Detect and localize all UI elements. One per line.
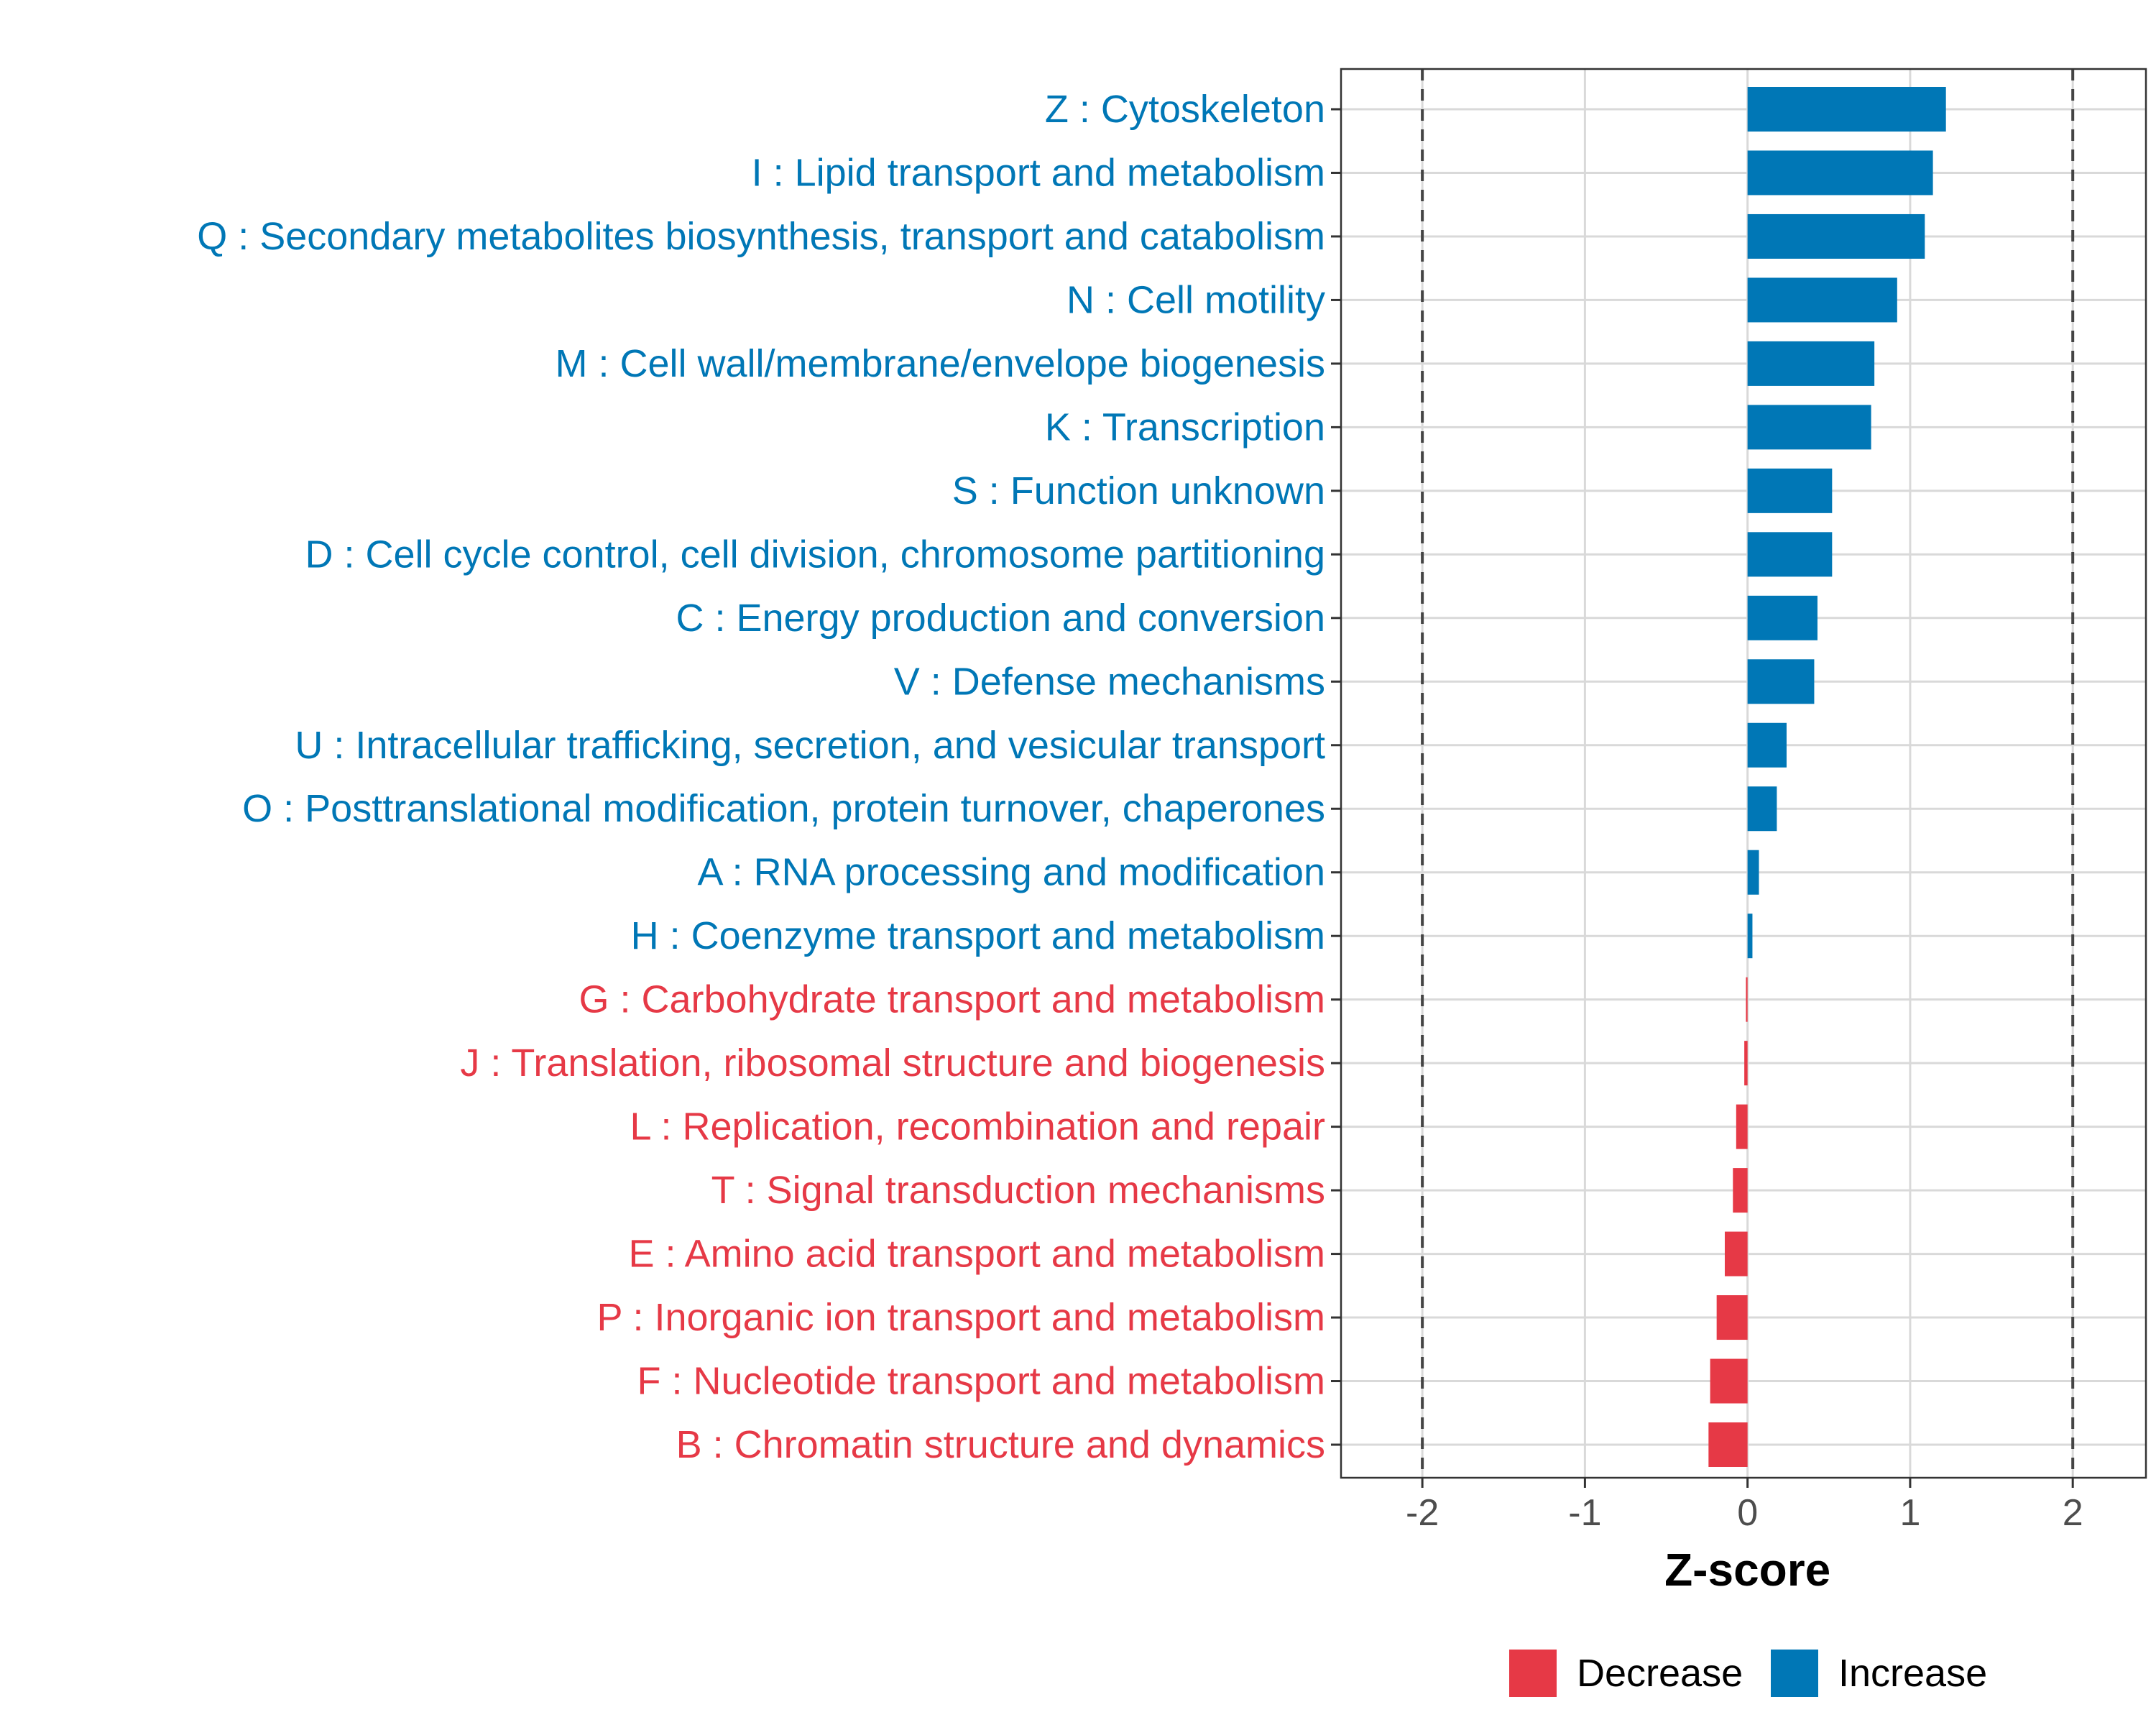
- legend-label: Increase: [1838, 1652, 1987, 1695]
- y-tick-label: O : Posttranslational modification, prot…: [242, 787, 1325, 830]
- y-tick-label: E : Amino acid transport and metabolism: [629, 1233, 1325, 1276]
- bar: [1747, 468, 1833, 513]
- y-tick-label: Q : Secondary metabolites biosynthesis, …: [197, 215, 1325, 258]
- legend: Decrease Increase: [1509, 1650, 1987, 1697]
- y-tick-label: K : Transcription: [1045, 405, 1325, 448]
- reference-lines: [1421, 69, 2075, 1478]
- bar: [1744, 1041, 1748, 1086]
- x-tick-label: 1: [1899, 1492, 1920, 1534]
- bar: [1747, 659, 1815, 704]
- y-tick-label: D : Cell cycle control, cell division, c…: [305, 533, 1325, 576]
- plot-border: [1340, 68, 2147, 1479]
- bar: [1747, 150, 1933, 196]
- bar: [1747, 87, 1946, 132]
- x-axis-title: Z-score: [1664, 1544, 1830, 1596]
- y-tick-label: B : Chromatin structure and dynamics: [676, 1423, 1325, 1466]
- bars: [1708, 87, 1946, 1467]
- y-axis: Z : Cytoskeleton I : Lipid transport and …: [197, 88, 1341, 1466]
- y-tick-label: S : Function unknown: [952, 469, 1325, 512]
- y-tick-label: A : RNA processing and modification: [698, 851, 1325, 894]
- x-tick-label: -1: [1568, 1492, 1601, 1534]
- y-tick-label: G : Carbohydrate transport and metabolis…: [579, 978, 1326, 1021]
- y-tick-label: V : Defense mechanisms: [894, 660, 1325, 703]
- bar: [1736, 1104, 1748, 1149]
- x-tick-label: -2: [1406, 1492, 1439, 1534]
- y-tick-label: U : Intracellular trafficking, secretion…: [295, 724, 1325, 767]
- bar: [1708, 1422, 1748, 1467]
- y-tick-label: J : Translation, ribosomal structure and…: [460, 1041, 1325, 1085]
- bar: [1747, 532, 1833, 577]
- bar: [1746, 977, 1748, 1022]
- bar: [1716, 1295, 1748, 1340]
- bar: [1747, 722, 1787, 768]
- bar: [1747, 914, 1753, 959]
- y-tick-label: C : Energy production and conversion: [676, 597, 1325, 640]
- y-tick-label: N : Cell motility: [1067, 278, 1325, 321]
- x-tick-label: 2: [2063, 1492, 2083, 1534]
- legend-label: Decrease: [1577, 1652, 1743, 1695]
- x-axis: -2 -1 0 1 2: [1406, 1478, 2083, 1534]
- bar: [1724, 1231, 1748, 1276]
- x-tick-label: 0: [1737, 1492, 1758, 1534]
- bar: [1747, 277, 1897, 323]
- bar: [1733, 1168, 1748, 1213]
- legend-swatch: [1509, 1650, 1557, 1697]
- y-tick-label: T : Signal transduction mechanisms: [711, 1169, 1325, 1212]
- y-tick-label: Z : Cytoskeleton: [1045, 88, 1325, 131]
- y-tick-label: I : Lipid transport and metabolism: [752, 151, 1325, 194]
- bar: [1747, 341, 1875, 386]
- y-tick-label: L : Replication, recombination and repai…: [630, 1105, 1325, 1149]
- bar: [1747, 405, 1871, 450]
- y-tick-label: P : Inorganic ion transport and metaboli…: [596, 1296, 1325, 1339]
- y-tick-label: F : Nucleotide transport and metabolism: [637, 1360, 1325, 1403]
- legend-swatch: [1771, 1650, 1818, 1697]
- y-tick-label: H : Coenzyme transport and metabolism: [631, 914, 1325, 957]
- bar: [1747, 850, 1759, 895]
- bar: [1747, 213, 1925, 259]
- bar: [1710, 1358, 1748, 1404]
- bar: [1747, 595, 1818, 640]
- bar: [1747, 786, 1777, 832]
- y-tick-label: M : Cell wall/membrane/envelope biogenes…: [555, 342, 1325, 385]
